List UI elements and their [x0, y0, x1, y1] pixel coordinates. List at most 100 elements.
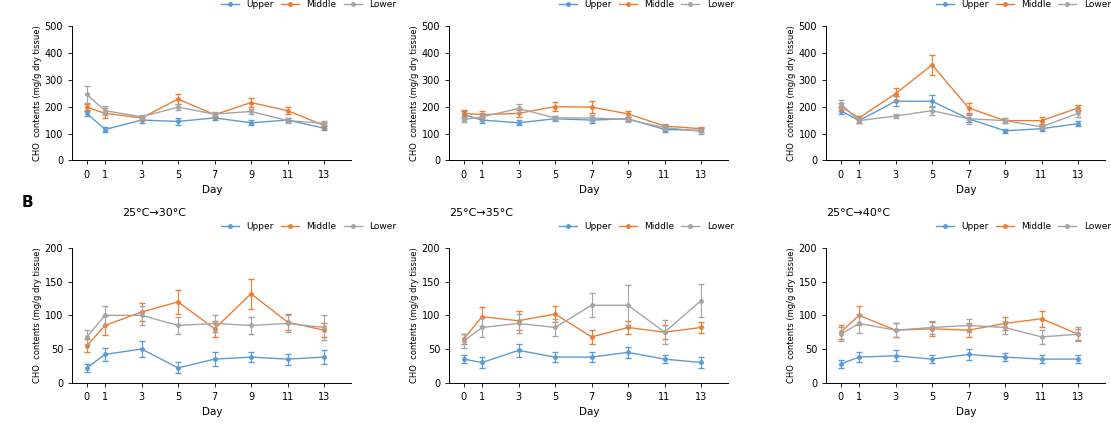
- Lower: [476, 325, 489, 330]
- Lower: [318, 121, 331, 126]
- Middle: [549, 311, 562, 316]
- Middle: [80, 343, 93, 348]
- Upper: [244, 354, 258, 359]
- Lower: [171, 104, 184, 110]
- Middle: [658, 123, 671, 129]
- Y-axis label: CHO  contents (mg/g dry tissue): CHO contents (mg/g dry tissue): [410, 25, 419, 161]
- Lower: [1071, 332, 1084, 337]
- Upper: [512, 120, 526, 126]
- Text: 25°C→35°C: 25°C→35°C: [449, 209, 513, 218]
- Lower: [134, 313, 148, 318]
- Line: Middle: Middle: [86, 97, 326, 127]
- Middle: [962, 328, 975, 333]
- Upper: [134, 117, 148, 123]
- Upper: [1035, 356, 1049, 362]
- Upper: [208, 115, 221, 120]
- Y-axis label: CHO  contents (mg/g dry tissue): CHO contents (mg/g dry tissue): [787, 248, 795, 383]
- Lower: [80, 335, 93, 340]
- Line: Upper: Upper: [462, 113, 703, 132]
- Upper: [318, 126, 331, 131]
- Line: Lower: Lower: [86, 93, 326, 125]
- Upper: [999, 354, 1012, 359]
- Lower: [244, 109, 258, 114]
- Middle: [584, 104, 598, 110]
- Legend: Upper, Middle, Lower: Upper, Middle, Lower: [932, 0, 1111, 12]
- Middle: [171, 299, 184, 304]
- Middle: [244, 100, 258, 105]
- Upper: [834, 108, 848, 113]
- Lower: [512, 321, 526, 326]
- Middle: [925, 326, 939, 332]
- Line: Lower: Lower: [839, 322, 1080, 339]
- Middle: [621, 325, 634, 330]
- Lower: [208, 321, 221, 326]
- Lower: [1035, 335, 1049, 340]
- Upper: [99, 352, 112, 357]
- Upper: [512, 348, 526, 353]
- Upper: [925, 356, 939, 362]
- X-axis label: Day: Day: [579, 185, 599, 195]
- Text: 25°C→30°C: 25°C→30°C: [122, 209, 187, 218]
- Text: 25°C→40°C: 25°C→40°C: [827, 209, 890, 218]
- Upper: [621, 350, 634, 355]
- Upper: [134, 347, 148, 352]
- Y-axis label: CHO  contents (mg/g dry tissue): CHO contents (mg/g dry tissue): [33, 248, 42, 383]
- Upper: [834, 361, 848, 366]
- Upper: [999, 128, 1012, 133]
- Lower: [925, 108, 939, 113]
- Middle: [925, 62, 939, 68]
- Upper: [694, 128, 708, 133]
- Middle: [134, 310, 148, 315]
- Line: Upper: Upper: [462, 349, 703, 364]
- Upper: [281, 117, 294, 123]
- Middle: [134, 115, 148, 120]
- Middle: [999, 321, 1012, 326]
- Lower: [889, 114, 902, 119]
- Lower: [962, 116, 975, 121]
- Lower: [281, 321, 294, 326]
- Middle: [208, 326, 221, 332]
- Middle: [512, 111, 526, 116]
- Middle: [852, 313, 865, 318]
- Lower: [457, 338, 470, 344]
- Upper: [281, 356, 294, 362]
- Upper: [962, 352, 975, 357]
- Middle: [999, 118, 1012, 123]
- Line: Middle: Middle: [839, 63, 1080, 123]
- Upper: [171, 119, 184, 124]
- Upper: [549, 354, 562, 359]
- Lower: [852, 118, 865, 123]
- Upper: [1035, 126, 1049, 131]
- Upper: [549, 116, 562, 121]
- Middle: [457, 111, 470, 116]
- Lower: [694, 298, 708, 303]
- Middle: [834, 104, 848, 109]
- Middle: [281, 108, 294, 113]
- Line: Upper: Upper: [839, 353, 1080, 366]
- Lower: [549, 115, 562, 120]
- Line: Middle: Middle: [839, 313, 1080, 336]
- Middle: [171, 96, 184, 101]
- X-axis label: Day: Day: [201, 185, 222, 195]
- Middle: [318, 123, 331, 128]
- Middle: [852, 115, 865, 120]
- Lower: [962, 323, 975, 328]
- Line: Middle: Middle: [462, 312, 703, 341]
- Middle: [476, 314, 489, 319]
- Legend: Upper, Middle, Lower: Upper, Middle, Lower: [556, 218, 738, 234]
- Upper: [171, 366, 184, 371]
- Y-axis label: CHO  contents (mg/g dry tissue): CHO contents (mg/g dry tissue): [410, 248, 419, 383]
- Upper: [889, 98, 902, 104]
- Upper: [658, 127, 671, 132]
- Middle: [889, 328, 902, 333]
- Middle: [694, 325, 708, 330]
- X-axis label: Day: Day: [955, 407, 977, 417]
- Middle: [621, 111, 634, 117]
- Lower: [621, 303, 634, 308]
- Lower: [134, 114, 148, 120]
- Upper: [476, 360, 489, 365]
- Line: Middle: Middle: [462, 105, 703, 130]
- Middle: [584, 335, 598, 340]
- Upper: [244, 120, 258, 126]
- Middle: [281, 319, 294, 325]
